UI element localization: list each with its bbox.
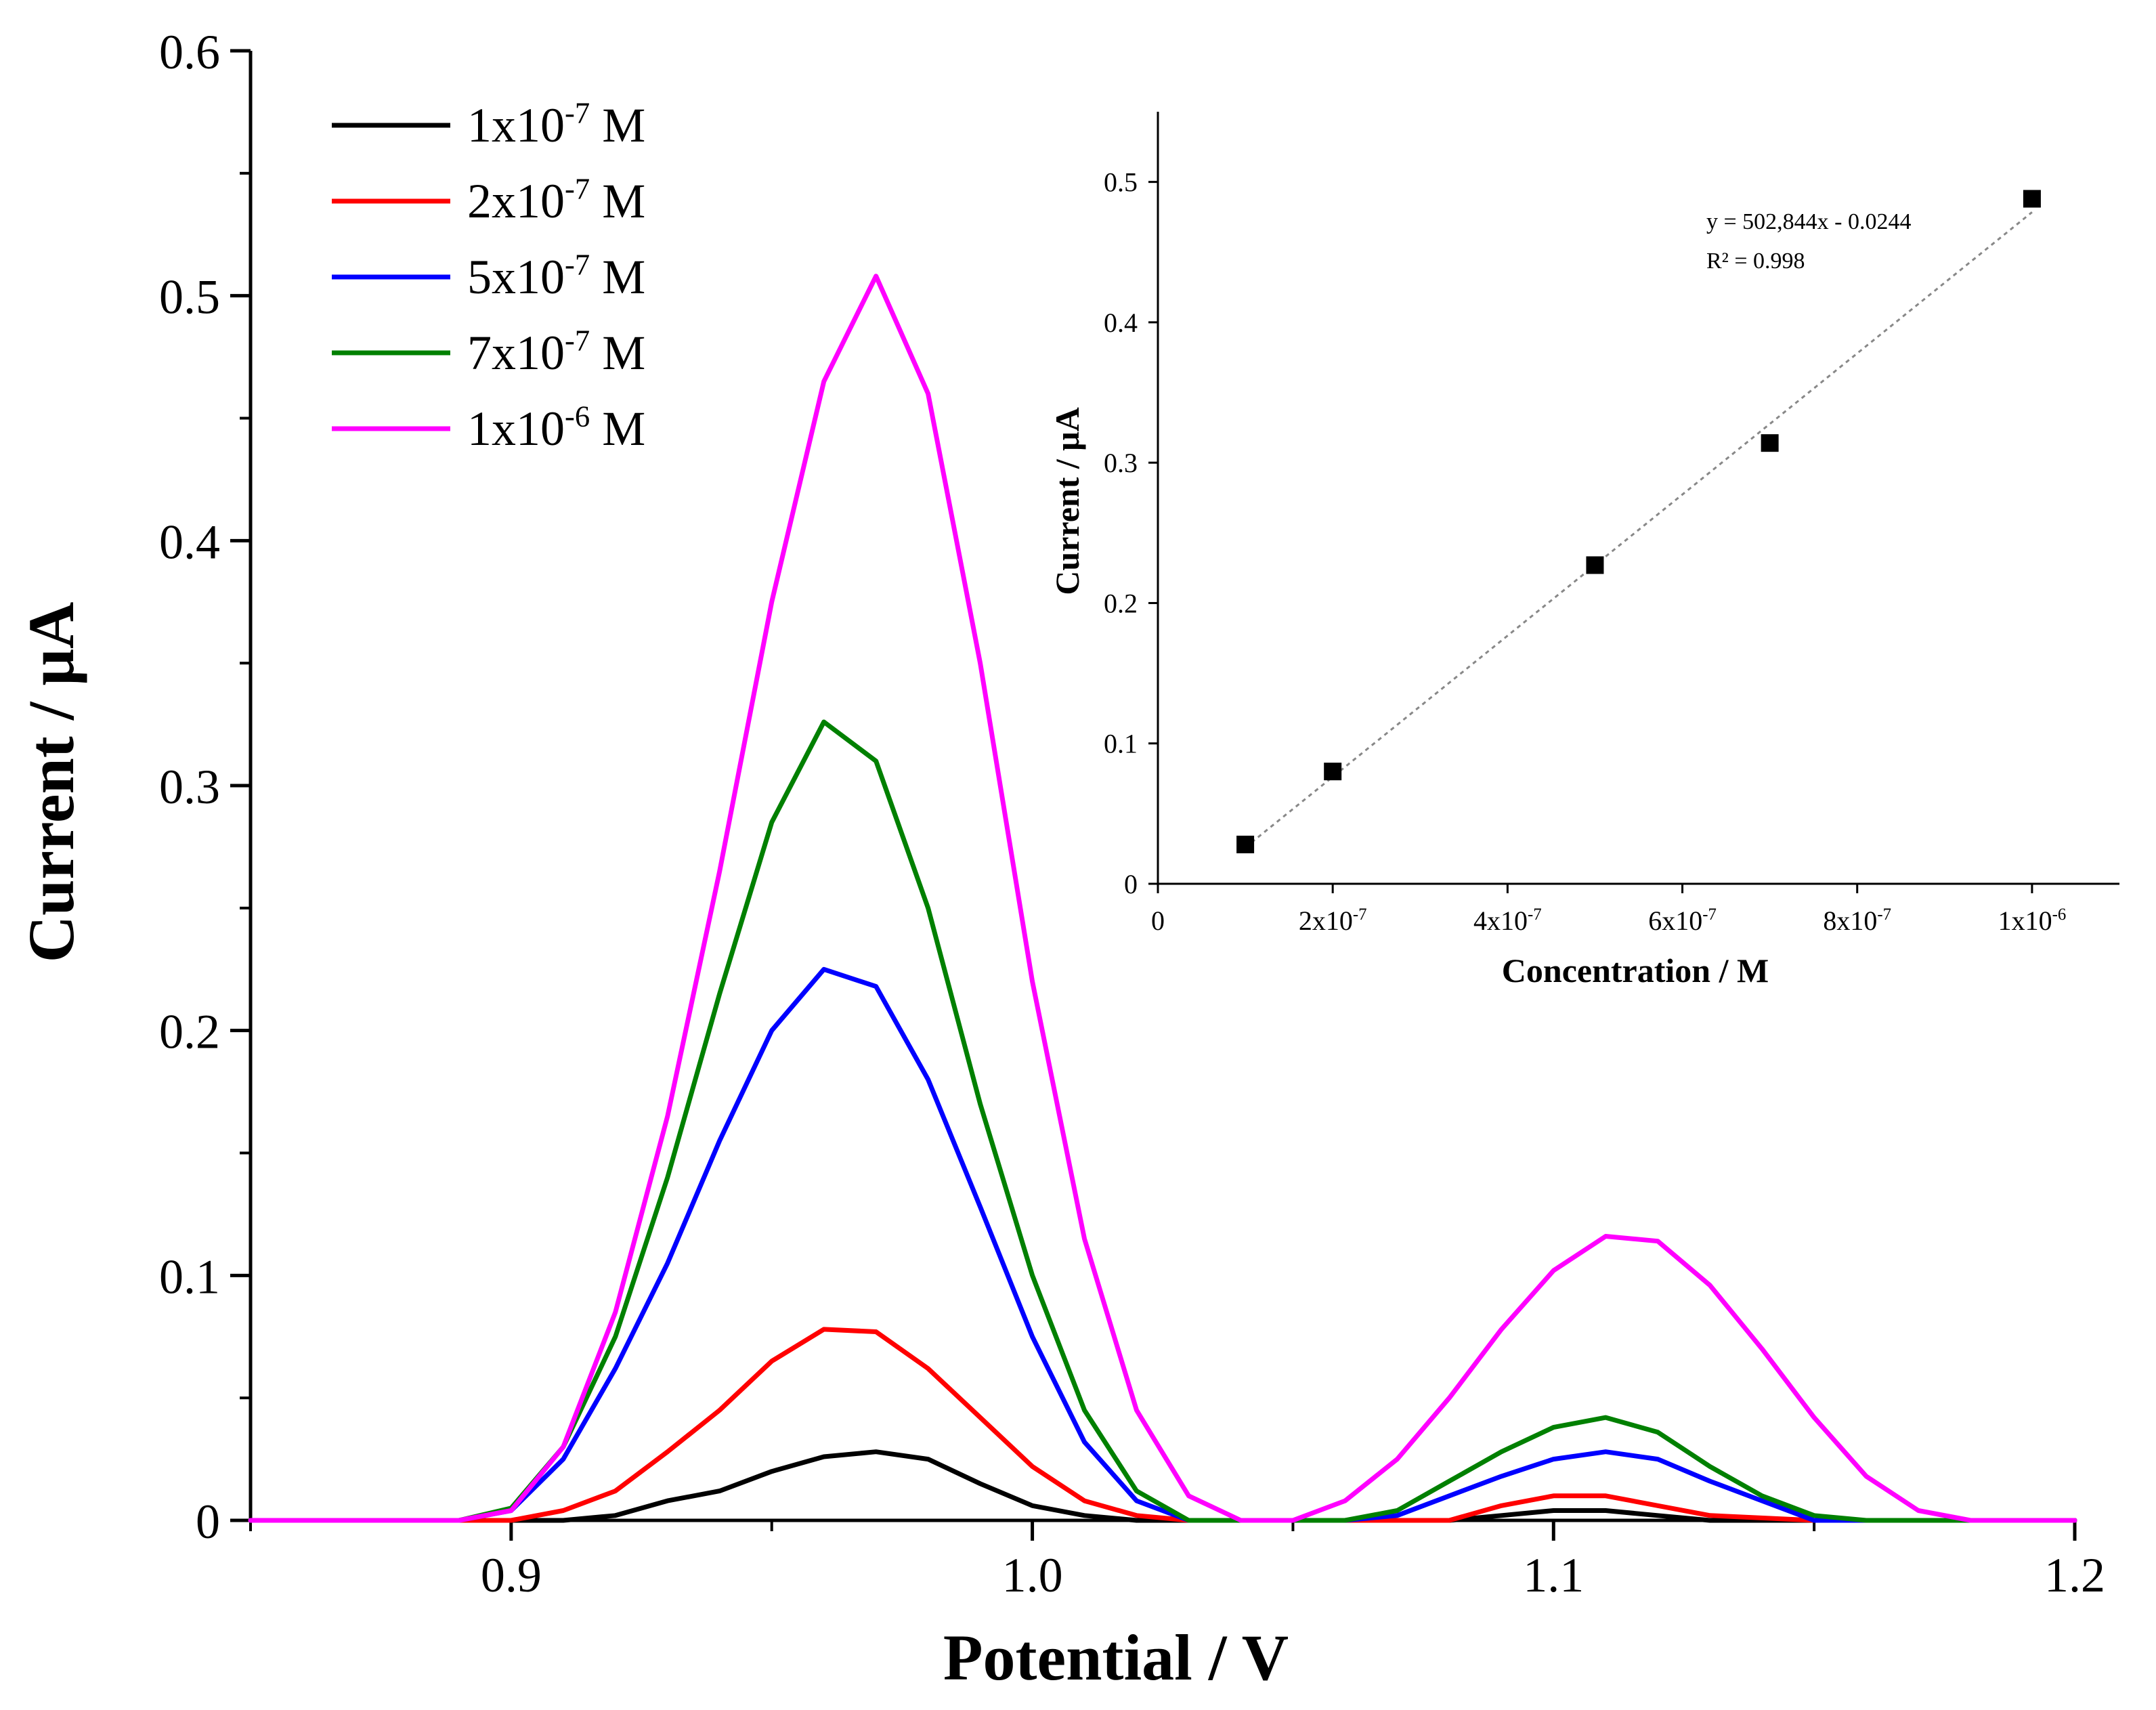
legend-label-4-unit: M [590,326,645,380]
inset-x-tick-label-base: 1x10 [1998,905,2052,936]
inset-plot: 00.10.20.30.40.50 2x10-7 4x10-7 6x10-7 8x10-… [1048,112,2119,989]
data-point [1236,835,1255,853]
series-line-5 [248,274,2077,1523]
inset-x-tick-label-base: 8x10 [1823,905,1877,936]
inset-points [1236,190,2041,853]
inset-y-tick-label: 0.5 [1104,167,1138,198]
x-axis-label: Potential / V [943,1621,1289,1694]
y-tick-label: 0.2 [159,1005,220,1059]
legend-label-1-unit: M [590,98,645,152]
legend-label-3: 5x10-7 M [467,248,645,304]
legend-label-4-exp: -7 [565,324,590,358]
legend-label-2: 2x10-7 M [467,172,645,228]
inset-fit-line [1245,211,2033,849]
fit-line [1245,211,2033,849]
x-tick-label: 1.1 [1523,1548,1584,1602]
x-tick-label: 0.9 [481,1548,542,1602]
data-point [1761,434,1779,452]
main-series-lines [248,274,2077,1523]
inset-x-tick-label: 6x10-7 [1648,905,1717,936]
inset-y-tick-label: 0.4 [1104,307,1138,338]
inset-x-tick-label: 8x10-7 [1823,905,1891,936]
inset-y-axis-label: Current / μA [1048,407,1086,595]
inset-x-tick-label-base: 6x10 [1648,905,1702,936]
inset-y-tick-label: 0.2 [1104,588,1138,618]
series-line-2 [248,1327,2077,1523]
inset-axes: 00.10.20.30.40.50 2x10-7 4x10-7 6x10-7 8x10-… [1104,112,2119,936]
data-point [1586,556,1604,574]
inset-x-tick-label-base: 0 [1151,905,1165,936]
inset-x-tick-label-exp: -7 [1353,905,1367,924]
data-point [2023,190,2041,208]
y-tick-label: 0.6 [159,25,220,79]
y-tick-label: 0.4 [159,515,220,569]
y-tick-label: 0.1 [159,1249,220,1304]
inset-x-tick-label-exp: -6 [2052,905,2067,924]
x-tick-label: 1.2 [2044,1548,2105,1602]
legend-label-3-exp: -7 [565,248,590,282]
fit-equation: y = 502,844x - 0.0244 [1706,209,1912,234]
inset-y-tick-label: 0.3 [1104,448,1138,478]
legend-label-1-exp: -7 [565,96,590,130]
inset-x-tick-label-exp: -7 [1702,905,1717,924]
legend-label-5-unit: M [590,402,645,456]
y-tick-label: 0.5 [159,270,220,324]
inset-x-tick-label-base: 2x10 [1299,905,1353,936]
inset-x-tick-label: 1x10-6 [1998,905,2067,936]
legend-label-5-base: 1x10 [467,402,565,456]
legend-label-2-exp: -7 [565,172,590,206]
legend-label-2-unit: M [590,174,645,228]
inset-x-tick-label: 4x10-7 [1473,905,1542,936]
main-axes: 0 0.1 0.2 0.3 0.4 0.5 0.6 0.9 1.0 1.1 1.2 [159,25,2105,1602]
legend-label-5: 1x10-6 M [467,400,645,456]
main-plot: 00.10.20.30.40.50.60.9 1.0 1.1 1.2 1x10-7 M… [15,25,2105,1694]
legend-label-3-unit: M [590,250,645,304]
series-line-3 [248,966,2077,1523]
inset-x-tick-label-exp: -7 [1877,905,1891,924]
inset-x-tick-label-base: 4x10 [1473,905,1528,936]
legend-label-1-base: 1x10 [467,98,565,152]
legend-label-3-base: 5x10 [467,250,565,304]
legend-label-4: 7x10-7 M [467,324,645,380]
series-line-1 [248,1449,2077,1523]
inset-y-tick-label: 0.1 [1104,729,1138,759]
inset-y-tick-label: 0 [1124,869,1138,899]
y-tick-label: 0.3 [159,760,220,814]
data-point [1324,763,1342,781]
legend-label-4-base: 7x10 [467,326,565,380]
legend-label-1: 1x10-7 M [467,96,645,152]
y-axis-label: Current / μA [15,602,87,963]
series-line-4 [248,719,2077,1523]
inset-x-tick-label-exp: -7 [1528,905,1542,924]
fit-r-squared: R² = 0.998 [1706,249,1805,274]
legend-label-2-base: 2x10 [467,174,565,228]
y-tick-label: 0 [196,1495,220,1549]
inset-x-tick-label: 0 [1151,905,1165,936]
inset-x-axis-label: Concentration / M [1502,952,1769,989]
inset-x-tick-label: 2x10-7 [1299,905,1367,936]
x-tick-label: 1.0 [1002,1548,1063,1602]
legend-label-5-exp: -6 [565,400,590,433]
